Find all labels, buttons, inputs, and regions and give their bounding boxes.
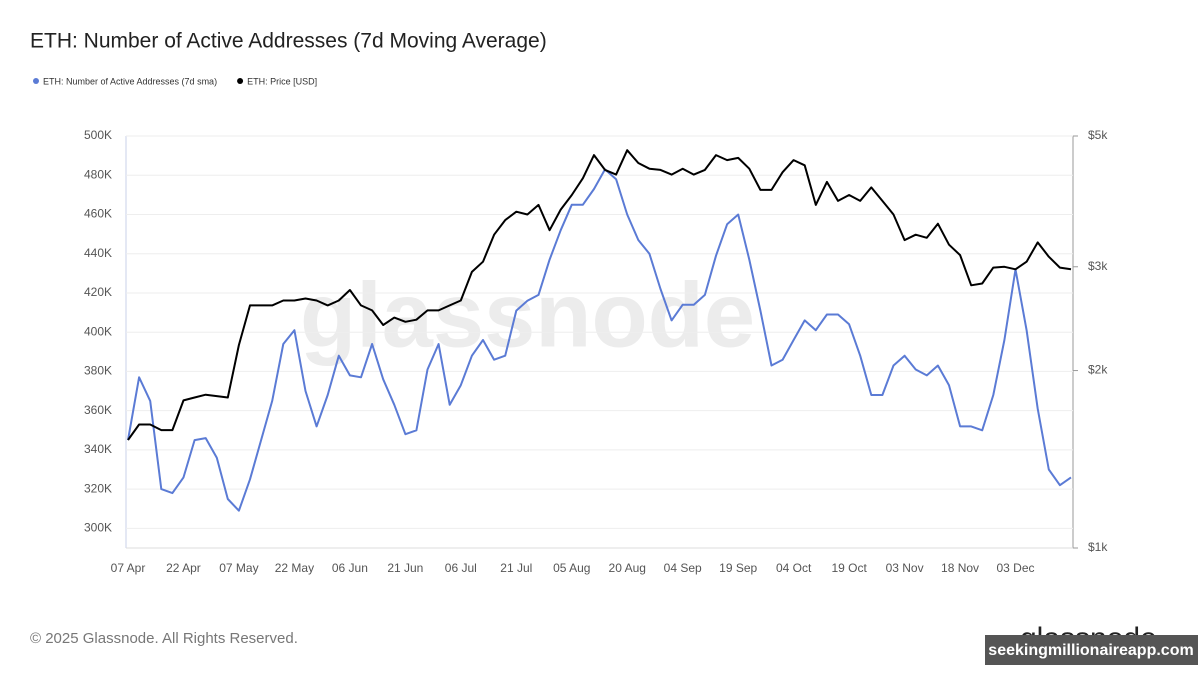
y-tick-label: 500K [84,128,112,142]
chart-title: ETH: Number of Active Addresses (7d Movi… [30,30,547,53]
watermark: glassnode [300,264,755,366]
x-tick-label: 21 Jun [387,561,423,575]
x-tick-label: 22 Apr [166,561,201,575]
y-tick-label: 300K [84,521,112,535]
x-tick-label: 21 Jul [500,561,532,575]
y-tick-label: 480K [84,167,112,181]
y-tick-label: 400K [84,324,112,338]
x-tick-label: 19 Oct [831,561,867,575]
legend-marker [33,78,39,84]
y2-tick-label: $2k [1088,363,1108,377]
x-tick-label: 18 Nov [941,561,979,575]
y-tick-label: 380K [84,364,112,378]
x-tick-label: 07 Apr [111,561,146,575]
x-tick-label: 06 Jul [445,561,477,575]
legend-label: ETH: Price [USD] [247,76,317,86]
y-tick-label: 360K [84,403,112,417]
y-tick-label: 320K [84,481,112,495]
x-tick-label: 05 Aug [553,561,590,575]
x-tick-label: 03 Nov [886,561,924,575]
x-tick-label: 04 Sep [664,561,702,575]
series-line [127,168,1072,512]
y-tick-label: 340K [84,442,112,456]
footer: © 2025 Glassnode. All Rights Reserved. [30,630,298,647]
y2-tick-label: $1k [1088,540,1108,554]
y-tick-label: 460K [84,207,112,221]
x-tick-label: 04 Oct [776,561,812,575]
x-tick-label: 22 May [275,561,314,575]
legend-marker [237,78,244,84]
x-tick-label: 07 May [219,561,258,575]
y-tick-label: 420K [84,285,112,299]
x-tick-label: 20 Aug [609,561,646,575]
x-tick-label: 03 Dec [997,561,1035,575]
badge: seekingmillionaireapp.com [988,642,1193,659]
x-tick-label: 19 Sep [719,561,757,575]
y-tick-label: 440K [84,246,112,260]
x-tick-label: 06 Jun [332,561,368,575]
series-line [127,149,1072,441]
y2-tick-label: $3k [1088,259,1108,273]
badge-box [985,635,1198,665]
legend-label: ETH: Number of Active Addresses (7d sma) [43,76,217,86]
y2-tick-label: $5k [1088,128,1108,142]
